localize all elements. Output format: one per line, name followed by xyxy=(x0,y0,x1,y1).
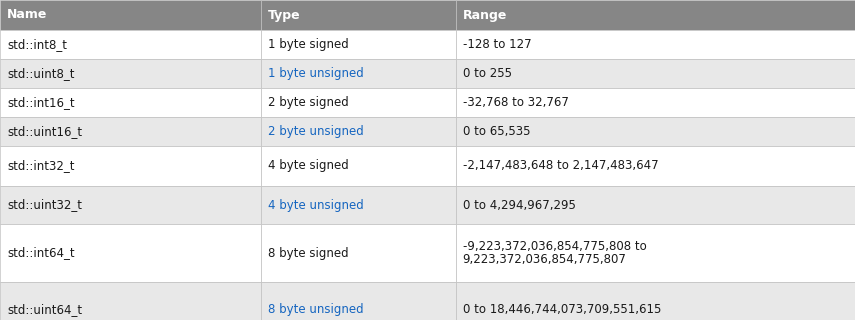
Bar xyxy=(261,30,456,59)
Text: 4 byte signed: 4 byte signed xyxy=(268,159,349,172)
Text: 8 byte unsigned: 8 byte unsigned xyxy=(268,303,363,316)
Bar xyxy=(261,0,456,30)
Bar xyxy=(261,146,456,186)
Text: std::uint32_t: std::uint32_t xyxy=(7,198,82,212)
Bar xyxy=(261,59,456,88)
Text: 1 byte unsigned: 1 byte unsigned xyxy=(268,67,363,80)
Text: 2 byte unsigned: 2 byte unsigned xyxy=(268,125,363,138)
Text: 0 to 65,535: 0 to 65,535 xyxy=(463,125,530,138)
Text: 9,223,372,036,854,775,807: 9,223,372,036,854,775,807 xyxy=(463,253,627,266)
Text: 2 byte signed: 2 byte signed xyxy=(268,96,349,109)
Bar xyxy=(456,224,855,282)
Text: Type: Type xyxy=(268,9,300,21)
Bar xyxy=(456,146,855,186)
Text: std::uint16_t: std::uint16_t xyxy=(7,125,82,138)
Text: Range: Range xyxy=(463,9,507,21)
Text: 0 to 18,446,744,073,709,551,615: 0 to 18,446,744,073,709,551,615 xyxy=(463,303,661,316)
Text: -9,223,372,036,854,775,808 to: -9,223,372,036,854,775,808 to xyxy=(463,240,646,253)
Text: -32,768 to 32,767: -32,768 to 32,767 xyxy=(463,96,569,109)
Text: -2,147,483,648 to 2,147,483,647: -2,147,483,648 to 2,147,483,647 xyxy=(463,159,658,172)
Bar xyxy=(456,282,855,320)
Text: std::uint8_t: std::uint8_t xyxy=(7,67,74,80)
Text: 0 to 255: 0 to 255 xyxy=(463,67,511,80)
Bar xyxy=(456,59,855,88)
Bar xyxy=(0,117,261,146)
Bar xyxy=(0,30,261,59)
Text: std::int16_t: std::int16_t xyxy=(7,96,74,109)
Bar xyxy=(0,0,261,30)
Text: Name: Name xyxy=(7,9,47,21)
Text: 1 byte signed: 1 byte signed xyxy=(268,38,349,51)
Text: std::int8_t: std::int8_t xyxy=(7,38,67,51)
Bar xyxy=(0,224,261,282)
Bar xyxy=(456,88,855,117)
Text: std::int32_t: std::int32_t xyxy=(7,159,74,172)
Bar xyxy=(0,88,261,117)
Bar xyxy=(0,186,261,224)
Bar xyxy=(0,146,261,186)
Bar xyxy=(456,30,855,59)
Bar xyxy=(456,117,855,146)
Bar xyxy=(261,117,456,146)
Bar xyxy=(0,59,261,88)
Text: 0 to 4,294,967,295: 0 to 4,294,967,295 xyxy=(463,198,575,212)
Bar xyxy=(261,186,456,224)
Bar xyxy=(0,282,261,320)
Bar xyxy=(456,0,855,30)
Text: std::int64_t: std::int64_t xyxy=(7,246,74,260)
Bar xyxy=(261,88,456,117)
Bar xyxy=(456,186,855,224)
Text: 8 byte signed: 8 byte signed xyxy=(268,246,348,260)
Bar xyxy=(261,224,456,282)
Text: -128 to 127: -128 to 127 xyxy=(463,38,531,51)
Text: std::uint64_t: std::uint64_t xyxy=(7,303,82,316)
Text: 4 byte unsigned: 4 byte unsigned xyxy=(268,198,363,212)
Bar xyxy=(261,282,456,320)
